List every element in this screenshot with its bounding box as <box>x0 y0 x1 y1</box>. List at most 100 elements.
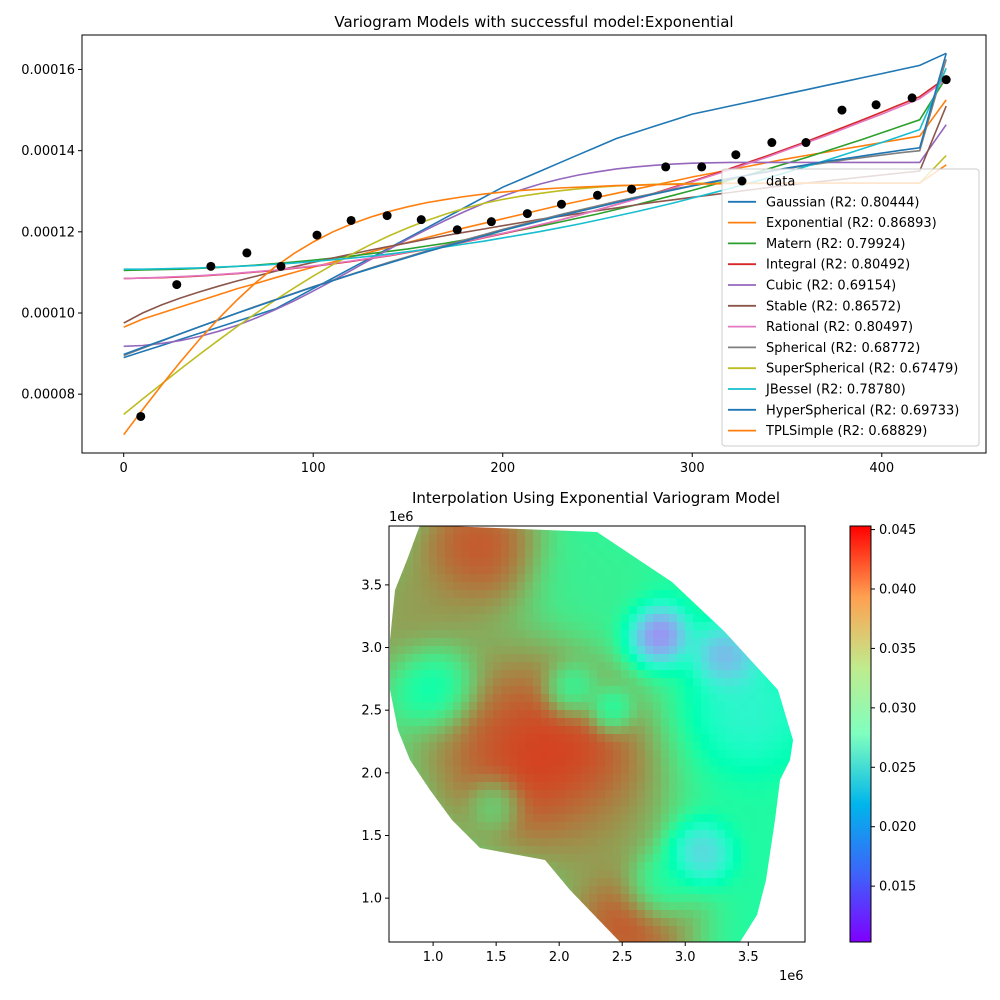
heatmap-cell <box>405 758 414 767</box>
heatmap-cell <box>749 582 758 591</box>
heatmap-cell <box>557 822 566 831</box>
heatmap-cell <box>461 678 470 687</box>
heatmap-cell <box>709 774 718 783</box>
heatmap-cell <box>461 838 470 847</box>
heatmap-cell <box>741 750 750 759</box>
heatmap-cell <box>429 630 438 639</box>
heatmap-cell <box>757 766 766 775</box>
heatmap-cell <box>605 822 614 831</box>
heatmap-cell <box>749 806 758 815</box>
heatmap-cell <box>677 646 686 655</box>
heatmap-cell <box>501 774 510 783</box>
heatmap-cell <box>645 902 654 911</box>
heatmap-cell <box>493 526 502 535</box>
heatmap-cell <box>509 694 518 703</box>
heatmap-cell <box>541 622 550 631</box>
heatmap-cell <box>693 790 702 799</box>
heatmap-cell <box>629 830 638 839</box>
heatmap-cell <box>765 798 774 807</box>
heatmap-cell <box>589 566 598 575</box>
heatmap-cell <box>541 614 550 623</box>
heatmap-cell <box>693 598 702 607</box>
heatmap-cell <box>613 894 622 903</box>
heatmap-cell <box>589 734 598 743</box>
heatmap-cell <box>573 614 582 623</box>
heatmap-cell <box>709 606 718 615</box>
heatmap-cell <box>405 622 414 631</box>
heatmap-cell <box>693 670 702 679</box>
heatmap-cell <box>717 822 726 831</box>
heatmap-cell <box>597 718 606 727</box>
heatmap-cell <box>661 558 670 567</box>
heatmap-cell <box>733 838 742 847</box>
heatmap-cell <box>461 926 470 935</box>
heatmap-cell <box>725 910 734 919</box>
heatmap-cell <box>781 878 790 887</box>
heatmap-cell <box>773 854 782 863</box>
heatmap-cell <box>693 526 702 535</box>
heatmap-cell <box>493 558 502 567</box>
heatmap-cell <box>477 766 486 775</box>
heatmap-cell <box>437 558 446 567</box>
heatmap-cell <box>565 678 574 687</box>
heatmap-cell <box>661 582 670 591</box>
heatmap-cell <box>461 702 470 711</box>
heatmap-cell <box>621 798 630 807</box>
heatmap-cell <box>709 902 718 911</box>
heatmap-cell <box>685 710 694 719</box>
heatmap-cell <box>661 862 670 871</box>
heatmap-cell <box>589 702 598 711</box>
heatmap-cell <box>685 614 694 623</box>
heatmap-cell <box>765 782 774 791</box>
heatmap-cell <box>733 742 742 751</box>
heatmap-cell <box>589 654 598 663</box>
heatmap-cell <box>629 886 638 895</box>
heatmap-cell <box>709 742 718 751</box>
heatmap-cell <box>437 742 446 751</box>
heatmap-cell <box>789 774 793 783</box>
heatmap-cell <box>765 750 774 759</box>
heatmap-cell <box>413 606 422 615</box>
heatmap-cell <box>789 646 793 655</box>
heatmap-cell <box>725 702 734 711</box>
heatmap-cell <box>693 750 702 759</box>
heatmap-cell <box>517 782 526 791</box>
heatmap-cell <box>525 526 534 535</box>
heatmap-cell <box>797 894 806 903</box>
heatmap-cell <box>613 550 622 559</box>
heatmap-cell <box>773 574 782 583</box>
heatmap-cell <box>453 918 462 927</box>
heatmap-cell <box>437 598 446 607</box>
heatmap-cell <box>677 582 686 591</box>
heatmap-cell <box>581 734 590 743</box>
heatmap-cell <box>781 726 790 735</box>
heatmap-cell <box>677 574 686 583</box>
heatmap-cell <box>509 854 518 863</box>
heatmap-cell <box>485 870 494 879</box>
heatmap-cell <box>669 782 678 791</box>
heatmap-cell <box>565 710 574 719</box>
heatmap-cell <box>469 790 478 799</box>
heatmap-cell <box>677 846 686 855</box>
heatmap-cell <box>741 542 750 551</box>
heatmap-cell <box>629 854 638 863</box>
heatmap-cell <box>405 718 414 727</box>
heatmap-cell <box>717 550 726 559</box>
variogram-model-lines <box>123 52 947 436</box>
heatmap-cell <box>693 926 702 935</box>
heatmap-cell <box>701 918 710 927</box>
heatmap-cell <box>517 830 526 839</box>
heatmap-cell <box>741 718 750 727</box>
heatmap-cell <box>445 694 454 703</box>
heatmap-cell <box>405 526 414 535</box>
variogram-plot-frame <box>81 34 987 454</box>
heatmap-cell <box>453 814 462 823</box>
heatmap-cell <box>390 854 398 863</box>
heatmap-cell <box>685 598 694 607</box>
heatmap-cell <box>461 742 470 751</box>
heatmap-cell <box>405 798 414 807</box>
heatmap-cell <box>461 542 470 551</box>
heatmap-cell <box>501 662 510 671</box>
heatmap-cell <box>669 694 678 703</box>
y-tick-label: 2.5 <box>361 704 382 719</box>
